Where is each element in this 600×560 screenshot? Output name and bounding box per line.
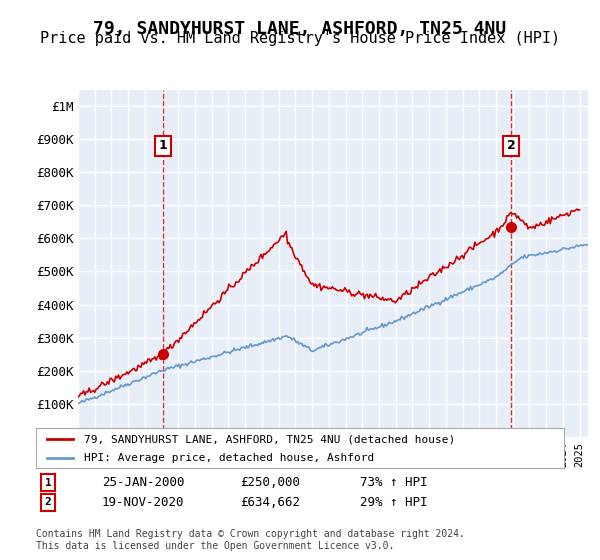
- Text: 29% ↑ HPI: 29% ↑ HPI: [360, 496, 427, 509]
- Text: 2: 2: [44, 497, 52, 507]
- Text: Contains HM Land Registry data © Crown copyright and database right 2024.
This d: Contains HM Land Registry data © Crown c…: [36, 529, 465, 551]
- Text: 73% ↑ HPI: 73% ↑ HPI: [360, 476, 427, 489]
- Text: 25-JAN-2000: 25-JAN-2000: [102, 476, 185, 489]
- Text: 79, SANDYHURST LANE, ASHFORD, TN25 4NU: 79, SANDYHURST LANE, ASHFORD, TN25 4NU: [94, 20, 506, 38]
- Text: HPI: Average price, detached house, Ashford: HPI: Average price, detached house, Ashf…: [83, 453, 374, 463]
- Text: Price paid vs. HM Land Registry's House Price Index (HPI): Price paid vs. HM Land Registry's House …: [40, 31, 560, 46]
- Text: 1: 1: [158, 139, 167, 152]
- Text: 1: 1: [44, 478, 52, 488]
- Text: £634,662: £634,662: [240, 496, 300, 509]
- Text: 79, SANDYHURST LANE, ASHFORD, TN25 4NU (detached house): 79, SANDYHURST LANE, ASHFORD, TN25 4NU (…: [83, 435, 455, 445]
- Text: £250,000: £250,000: [240, 476, 300, 489]
- Text: 19-NOV-2020: 19-NOV-2020: [102, 496, 185, 509]
- Text: 2: 2: [507, 139, 515, 152]
